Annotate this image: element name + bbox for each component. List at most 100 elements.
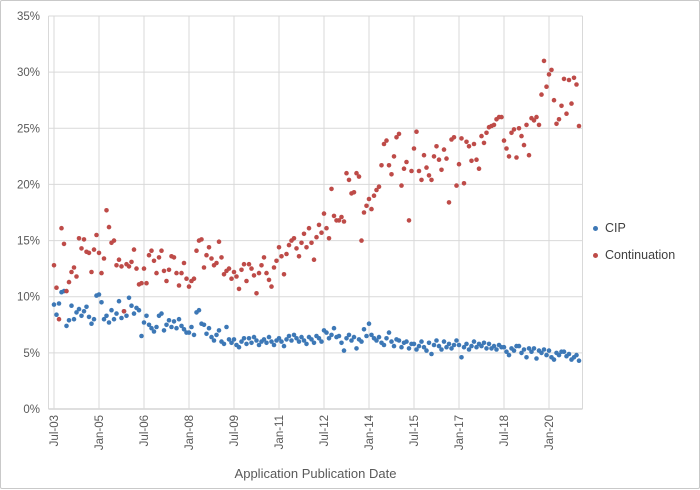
data-point-continuation — [571, 75, 577, 81]
data-point-continuation — [321, 211, 327, 216]
data-point-continuation — [409, 168, 414, 174]
data-point-continuation — [549, 67, 554, 73]
data-point-continuation — [201, 265, 207, 270]
data-point-continuation — [126, 264, 132, 269]
data-point-cip — [221, 341, 227, 347]
data-point-continuation — [466, 144, 472, 149]
data-point-continuation — [369, 206, 374, 212]
data-point-cip — [546, 348, 552, 353]
data-point-continuation — [71, 265, 77, 270]
data-point-cip — [501, 344, 507, 350]
data-point-cip — [264, 340, 269, 346]
data-point-continuation — [294, 246, 299, 251]
data-point-continuation — [354, 170, 359, 176]
data-point-continuation — [251, 273, 257, 278]
data-point-continuation — [464, 139, 469, 145]
data-point-continuation — [436, 157, 442, 162]
data-point-continuation — [424, 165, 429, 170]
data-point-continuation — [159, 248, 164, 253]
data-point-cip — [324, 330, 329, 335]
data-point-continuation — [286, 242, 292, 248]
data-point-continuation — [311, 257, 317, 263]
x-tick-label: Jul-12 — [319, 415, 331, 446]
legend-label-cip: CIP — [605, 221, 626, 235]
data-point-continuation — [269, 284, 274, 289]
data-point-continuation — [396, 131, 402, 137]
data-point-cip — [491, 343, 497, 349]
data-point-continuation — [216, 239, 222, 244]
data-point-continuation — [346, 177, 352, 183]
data-point-cip — [139, 333, 144, 339]
data-point-cip — [104, 313, 109, 319]
data-point-cip — [286, 333, 292, 339]
data-point-cip — [374, 338, 379, 343]
data-point-cip — [71, 316, 77, 322]
data-point-continuation — [504, 146, 509, 151]
data-point-cip — [461, 344, 467, 350]
legend-item-continuation[interactable]: Continuation — [593, 246, 675, 264]
data-point-continuation — [541, 58, 547, 64]
data-point-cip — [89, 321, 94, 327]
data-point-cip — [284, 337, 289, 342]
data-point-cip — [464, 341, 469, 347]
x-tick-label: Jan-20 — [544, 415, 556, 450]
data-point-continuation — [221, 272, 227, 277]
data-point-cip — [566, 351, 572, 357]
data-point-cip — [486, 341, 492, 347]
legend-item-cip[interactable]: CIP — [593, 219, 675, 237]
data-point-continuation — [451, 135, 457, 140]
x-tick-label: Jan-14 — [364, 414, 376, 450]
data-point-continuation — [244, 278, 249, 284]
data-point-continuation — [234, 274, 239, 279]
data-point-continuation — [154, 270, 159, 276]
data-point-cip — [396, 338, 402, 343]
data-point-cip — [529, 349, 534, 355]
data-point-continuation — [164, 278, 169, 284]
data-point-continuation — [524, 122, 529, 128]
data-point-continuation — [254, 291, 259, 296]
data-point-cip — [91, 316, 97, 322]
data-point-cip — [561, 349, 567, 355]
data-point-cip — [81, 309, 87, 314]
data-point-continuation — [376, 184, 382, 189]
legend: CIP Continuation — [593, 219, 675, 264]
data-point-continuation — [476, 166, 482, 171]
data-point-continuation — [509, 130, 514, 136]
data-point-continuation — [389, 172, 394, 177]
data-point-cip — [446, 341, 452, 347]
data-point-continuation — [421, 152, 427, 158]
data-point-cip — [56, 301, 62, 306]
data-point-cip — [164, 322, 169, 328]
data-point-cip — [556, 352, 562, 358]
data-point-continuation — [404, 159, 409, 165]
data-point-continuation — [491, 122, 497, 128]
data-point-cip — [419, 339, 424, 344]
data-point-continuation — [79, 246, 84, 251]
data-point-cip — [454, 338, 459, 343]
data-point-continuation — [469, 158, 474, 164]
data-point-cip — [179, 323, 184, 329]
data-point-continuation — [184, 276, 189, 282]
data-point-cip — [399, 344, 404, 350]
y-tick-label: 20% — [17, 179, 40, 191]
data-point-continuation — [96, 250, 102, 256]
data-point-continuation — [261, 255, 267, 260]
data-point-cip — [319, 339, 324, 344]
data-point-cip — [79, 313, 84, 319]
data-point-continuation — [166, 267, 172, 273]
data-point-continuation — [146, 252, 152, 258]
data-point-continuation — [546, 72, 552, 77]
data-point-cip — [359, 339, 364, 344]
data-point-continuation — [204, 252, 209, 258]
data-point-continuation — [86, 250, 92, 256]
data-point-cip — [161, 328, 167, 333]
data-point-continuation — [116, 257, 122, 263]
data-point-continuation — [171, 255, 177, 260]
data-point-cip — [576, 358, 582, 364]
data-point-cip — [211, 338, 217, 343]
data-point-cip — [116, 298, 122, 304]
data-point-continuation — [259, 263, 264, 268]
data-point-cip — [251, 334, 257, 340]
data-point-cip — [451, 342, 457, 348]
data-point-continuation — [519, 133, 524, 139]
